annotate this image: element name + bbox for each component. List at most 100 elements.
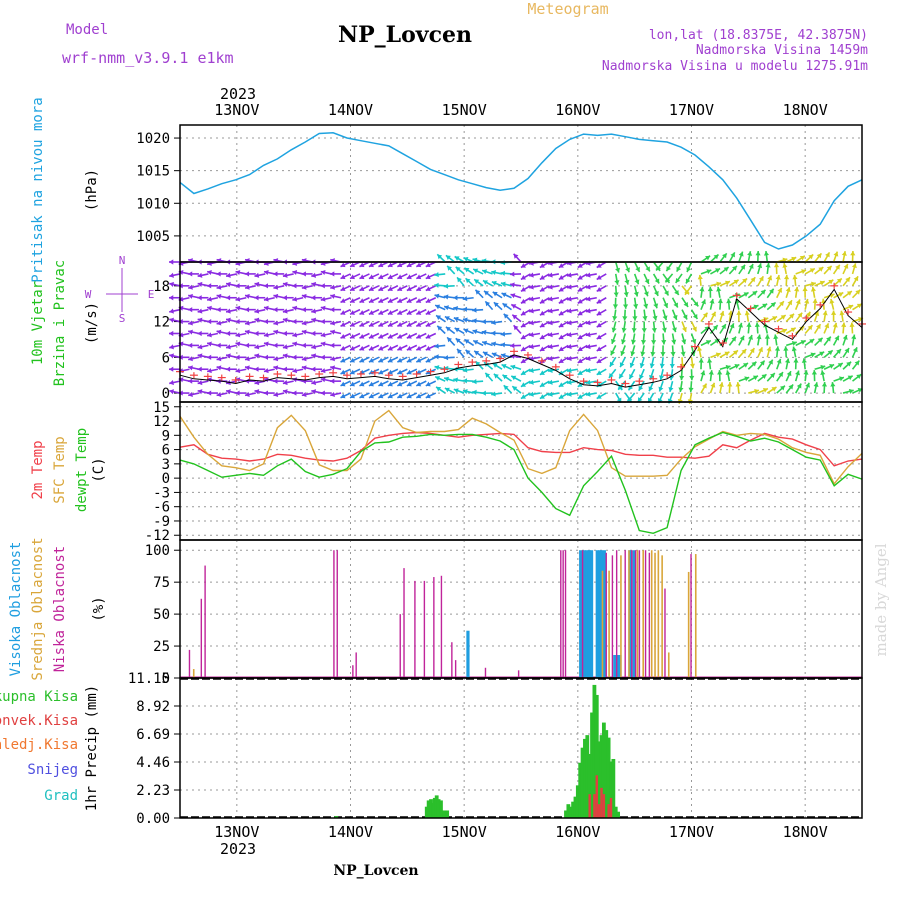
wind-arrowhead <box>685 278 691 284</box>
wind-arrowhead <box>282 281 288 287</box>
wind-arrowhead <box>611 338 616 344</box>
total-rain-bar <box>597 741 602 818</box>
wind-arrowhead <box>668 387 674 392</box>
wind-arrowhead <box>548 332 553 338</box>
wind-arrowhead <box>444 316 450 321</box>
total-rain-bar <box>604 730 609 818</box>
wind-arrowhead <box>848 388 854 394</box>
wind-arrowhead <box>622 316 628 321</box>
wind-arrowhead <box>292 283 297 289</box>
wind-arrowhead <box>702 383 707 389</box>
wind-arrowhead <box>311 380 317 386</box>
wind-arrowhead <box>187 307 193 313</box>
high-cloud-bar <box>595 550 599 678</box>
credit-watermark: made by Angel <box>872 543 890 656</box>
wind-arrowhead <box>453 316 459 322</box>
wind-arrowhead <box>661 339 667 345</box>
wind-arrowhead <box>810 286 817 292</box>
wind-arrowhead <box>596 322 602 328</box>
wind-arrowhead <box>169 353 174 359</box>
wind-arrowhead <box>809 339 815 344</box>
wind-arrowhead <box>330 329 335 335</box>
wind-arrowhead <box>503 385 509 391</box>
wind-arrowhead <box>226 308 231 314</box>
wind-arrowhead <box>846 291 852 296</box>
wind-arrowhead <box>301 293 307 299</box>
wind-arrowhead <box>585 284 591 290</box>
wind-arrowhead <box>320 390 325 396</box>
wind-arrowhead <box>406 381 412 387</box>
wind-arrowhead <box>822 310 828 316</box>
wind-arrowhead <box>756 334 762 340</box>
wind-arrowhead <box>758 347 763 353</box>
wind-arrowhead <box>693 301 699 307</box>
wind-arrowhead <box>368 286 374 292</box>
mid-cloud-bar <box>667 652 670 678</box>
wind-arrowhead <box>692 313 698 319</box>
wind-arrowhead <box>273 356 279 362</box>
wind-arrowhead <box>577 382 583 387</box>
wind-arrowhead <box>692 326 697 332</box>
wind-arrowhead <box>320 368 326 374</box>
cloud-ylabel-1: Visoka Oblacnost <box>8 542 24 677</box>
wind-arrowhead <box>845 277 850 283</box>
wind-arrowhead <box>500 331 506 337</box>
wind-arrowhead <box>705 255 711 261</box>
wind-arrowhead <box>301 320 307 326</box>
wind-arrowhead <box>784 358 791 364</box>
high-cloud-bar <box>613 655 617 678</box>
wind-arrowhead <box>416 310 422 315</box>
wind-arrowhead <box>659 375 665 380</box>
wind-arrowhead <box>769 373 775 378</box>
wind-arrowhead <box>350 333 355 339</box>
compass-s-label: S <box>119 312 126 325</box>
wind-arrowhead <box>717 298 723 304</box>
wind-arrowhead <box>500 342 506 348</box>
cloud-ylabel-3: Niska Oblacnost <box>52 546 68 672</box>
wind-arrowhead <box>263 377 269 383</box>
wind-arrowhead <box>529 284 534 290</box>
wind-arrowhead <box>773 262 780 268</box>
wind-arrowhead <box>742 278 748 284</box>
low-cloud-bar <box>611 555 614 678</box>
wind-arrowhead <box>731 336 737 342</box>
wind-arrowhead <box>585 391 591 397</box>
wind-arrowhead <box>843 263 849 269</box>
wind-arrowhead <box>500 281 506 287</box>
wind-arrowhead <box>577 334 583 340</box>
wind-arrowhead <box>434 365 440 371</box>
compass-icon: N E S W <box>85 254 155 325</box>
wind-arrowhead <box>503 313 509 319</box>
wind-arrowhead <box>795 370 801 376</box>
wind-arrowhead <box>188 284 193 290</box>
cloud-ylabel-4: (%) <box>91 596 107 621</box>
wind-arrowhead <box>235 332 241 338</box>
wind-arrowhead <box>615 267 621 273</box>
wind-arrowhead <box>663 302 669 308</box>
wind-arrowhead <box>491 341 497 347</box>
wind-arrowhead <box>665 277 671 283</box>
y-tick-label: 2.23 <box>136 783 170 799</box>
wind-arrowhead <box>378 262 384 268</box>
wind-arrowhead <box>767 275 773 281</box>
wind-arrowhead <box>368 381 374 387</box>
wind-arrowhead <box>736 310 742 315</box>
y-tick-label: 3 <box>162 457 170 473</box>
wind-arrowhead <box>330 307 335 313</box>
low-cloud-bar <box>352 665 354 678</box>
wind-arrowhead <box>197 272 203 278</box>
wind-arrowhead <box>501 292 507 298</box>
wind-arrowhead <box>359 393 365 399</box>
wind-arrowhead <box>311 344 317 350</box>
wind-arrowhead <box>416 298 422 303</box>
cloud-panel: 0 25 50 75 100 <box>145 539 863 687</box>
low-cloud-bar <box>690 554 692 678</box>
wind-arrowhead <box>207 368 212 374</box>
wind-arrowhead <box>462 378 468 384</box>
low-cloud-bar <box>615 550 618 678</box>
conv-rain-bar <box>588 794 591 818</box>
wind-arrowhead <box>729 323 735 329</box>
high-cloud-bar <box>466 630 470 678</box>
wind-arrowhead <box>688 387 694 393</box>
y-tick-label: 0 <box>162 471 170 487</box>
